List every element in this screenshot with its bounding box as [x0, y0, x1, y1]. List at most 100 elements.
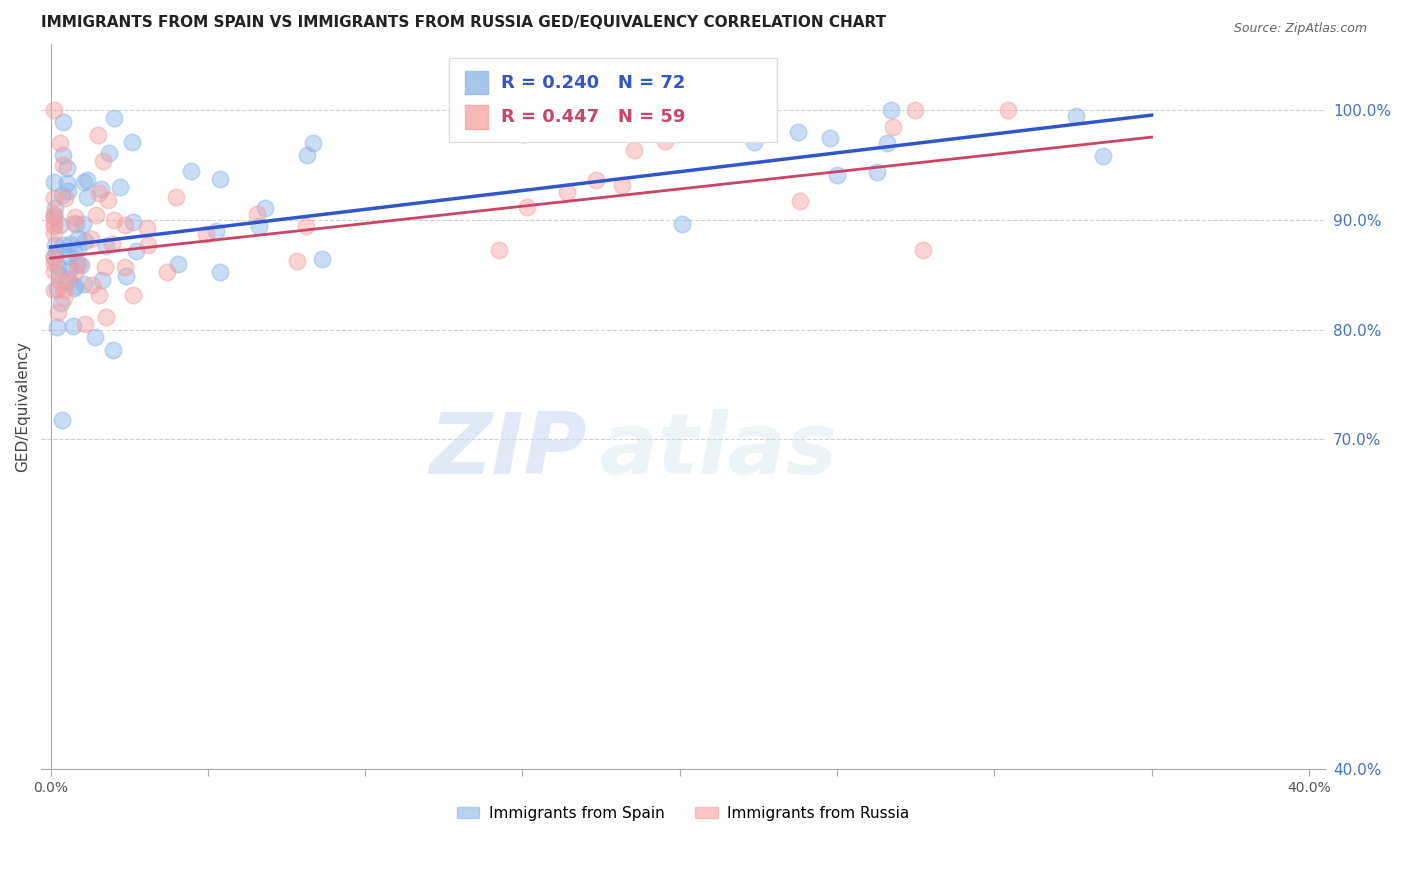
Point [63, 216, 86, 230]
Point [114, 218, 136, 232]
Point [195, 227, 218, 241]
Point [103, 343, 125, 358]
Point [108, 180, 131, 194]
Point [73, 277, 96, 291]
Point [512, 128, 534, 142]
Point [42, 264, 65, 278]
Point [72, 218, 94, 232]
Point [53, 191, 76, 205]
Point [42, 283, 65, 297]
Point [58, 249, 80, 263]
Point [69, 258, 91, 272]
Point [115, 268, 138, 283]
Bar [465, 105, 488, 128]
Point [53, 283, 76, 297]
Point [866, 164, 889, 178]
Point [51, 188, 73, 202]
Text: Source: ZipAtlas.com: Source: ZipAtlas.com [1233, 22, 1367, 36]
Point [585, 172, 607, 186]
Point [165, 190, 187, 204]
Point [93, 260, 115, 274]
Point [44, 237, 66, 252]
Point [49, 136, 72, 150]
Y-axis label: GED/Equivalency: GED/Equivalency [15, 341, 30, 472]
Point [121, 135, 143, 149]
Point [42, 226, 65, 240]
Point [56, 176, 79, 190]
Text: ZIP: ZIP [429, 409, 586, 491]
Point [114, 260, 136, 274]
Legend: Immigrants from Spain, Immigrants from Russia: Immigrants from Spain, Immigrants from R… [450, 800, 915, 827]
Point [48, 267, 70, 281]
Point [42, 250, 65, 264]
Point [285, 253, 308, 268]
Point [46, 259, 69, 273]
Point [247, 219, 270, 234]
Point [56, 271, 79, 285]
Point [48, 304, 70, 318]
Point [789, 194, 811, 209]
Point [818, 130, 841, 145]
Point [42, 175, 65, 189]
Point [87, 186, 110, 200]
Point [208, 171, 231, 186]
Point [55, 274, 77, 288]
Point [45, 282, 67, 296]
Point [56, 184, 79, 198]
Point [63, 264, 86, 278]
Point [52, 148, 75, 162]
Point [42, 209, 65, 223]
Text: R = 0.447   N = 59: R = 0.447 N = 59 [501, 108, 685, 126]
Point [86, 209, 108, 223]
Point [742, 135, 765, 149]
Point [62, 318, 84, 333]
Point [825, 168, 848, 182]
Point [671, 217, 693, 231]
Point [103, 111, 125, 125]
Point [42, 103, 65, 117]
Point [90, 182, 112, 196]
Point [42, 207, 65, 221]
Point [62, 281, 84, 295]
Point [65, 217, 87, 231]
Point [52, 158, 75, 172]
Point [67, 242, 90, 256]
Point [103, 213, 125, 227]
Point [516, 201, 538, 215]
Point [63, 279, 86, 293]
Point [87, 288, 110, 302]
Point [96, 193, 118, 207]
Point [42, 210, 65, 224]
Point [80, 278, 103, 293]
Point [876, 136, 898, 150]
Point [904, 103, 927, 117]
Point [59, 237, 82, 252]
Point [180, 164, 202, 178]
Point [654, 134, 676, 148]
Point [488, 244, 510, 258]
Text: atlas: atlas [599, 409, 838, 491]
Point [73, 317, 96, 331]
Point [51, 413, 73, 427]
Point [73, 235, 96, 249]
Point [880, 103, 903, 117]
Point [42, 256, 65, 270]
Point [73, 175, 96, 189]
Point [49, 218, 72, 232]
Point [90, 273, 112, 287]
Point [42, 251, 65, 265]
Point [94, 239, 117, 253]
Point [80, 232, 103, 246]
Point [997, 103, 1019, 117]
Point [63, 245, 86, 260]
Point [100, 236, 122, 251]
Point [136, 221, 159, 235]
Point [121, 214, 143, 228]
Point [1064, 109, 1087, 123]
Point [42, 219, 65, 233]
Point [67, 230, 90, 244]
Point [121, 288, 143, 302]
Point [125, 244, 148, 258]
Point [48, 274, 70, 288]
Point [66, 257, 89, 271]
